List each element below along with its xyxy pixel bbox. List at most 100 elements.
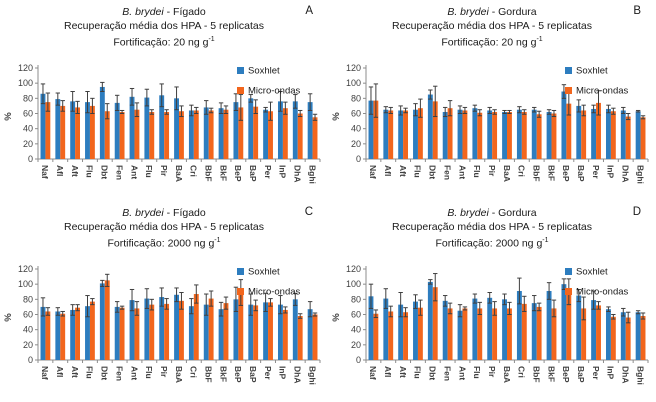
x-category-label: BaA — [502, 366, 512, 383]
x-category-label: DhA — [293, 366, 303, 383]
y-tick-label: 40 — [23, 123, 33, 133]
bar-micro_ondas — [507, 307, 512, 360]
bar-soxhlet — [263, 301, 269, 360]
x-category-label: Flu — [472, 366, 482, 379]
x-category-label: Flu — [413, 165, 423, 178]
y-axis-label: % — [3, 111, 14, 120]
bar-soxhlet — [159, 296, 165, 360]
legend-label-soxhlet: Soxhlet — [576, 65, 608, 76]
bar-micro_ondas — [462, 109, 468, 159]
x-category-label: Naf — [368, 165, 378, 179]
bar-micro_ondas — [312, 116, 318, 159]
x-category-label: InP — [606, 165, 616, 179]
bar-micro_ondas — [104, 110, 110, 159]
bar-micro_ondas — [89, 105, 95, 159]
bar-micro_ondas — [566, 291, 572, 360]
x-category-label: Dbt — [100, 165, 110, 179]
bar-soxhlet — [144, 298, 150, 360]
y-tick-label: 120 — [346, 63, 361, 73]
x-category-label: Fen — [114, 165, 124, 180]
x-category-label: BaA — [174, 366, 184, 383]
bar-micro_ondas — [282, 309, 288, 360]
x-category-label: Cri — [189, 165, 199, 177]
legend-label-micro_ondas: Micro-ondas — [248, 286, 301, 297]
bar-micro_ondas — [521, 303, 527, 360]
x-category-label: Fen — [114, 366, 124, 381]
tissue-title: - Fígado — [163, 6, 206, 18]
bar-soxhlet — [277, 304, 283, 360]
bar-soxhlet — [442, 300, 448, 360]
x-category-label: BeP — [561, 165, 571, 182]
y-axis-label: % — [331, 312, 342, 321]
x-category-label: BkF — [218, 366, 228, 382]
legend-swatch-soxhlet — [237, 267, 244, 275]
bar-micro_ondas — [75, 307, 81, 360]
x-category-label: BkF — [546, 165, 556, 181]
x-category-label: BbF — [531, 366, 541, 383]
bar-soxhlet — [635, 110, 641, 159]
fortification-label: Fortificação: 20 ng g-1 — [328, 33, 656, 50]
x-category-label: Flu — [85, 366, 95, 379]
fortification-superscript: -1 — [208, 36, 215, 43]
y-tick-label: 120 — [18, 264, 33, 274]
x-category-label: Fen — [442, 366, 452, 381]
y-tick-label: 40 — [351, 324, 361, 334]
panel-letter: A — [305, 5, 313, 17]
x-category-label: Bghi — [635, 366, 645, 385]
y-axis-label: % — [331, 111, 342, 120]
chart-titles: B. brydei - Fígado Recuperação média dos… — [0, 201, 328, 251]
x-category-label: InP — [278, 165, 288, 179]
bar-soxhlet — [398, 109, 404, 159]
y-axis-label: % — [3, 312, 14, 321]
bar-soxhlet — [203, 106, 209, 159]
panel-letter: C — [304, 206, 313, 218]
bar-micro_ondas — [403, 109, 409, 159]
x-category-label: BeP — [233, 165, 243, 182]
chart-subtitle: Recuperação média dos HPA - 5 replicatas — [392, 221, 592, 233]
y-tick-label: 20 — [23, 138, 33, 148]
bar-soxhlet — [472, 298, 478, 360]
fortification-label: Fortificação: 2000 ng g-1 — [328, 234, 656, 251]
bar-soxhlet — [472, 107, 478, 159]
bar-soxhlet — [144, 97, 150, 159]
chart-panel-c: B. brydei - Fígado Recuperação média dos… — [0, 201, 328, 402]
x-category-label: BkF — [218, 165, 228, 181]
bar-micro_ondas — [477, 307, 483, 360]
bar-micro_ondas — [596, 102, 601, 159]
bar-micro_ondas — [45, 101, 51, 159]
bar-micro_ondas — [492, 307, 498, 360]
x-category-label: DhA — [293, 165, 303, 182]
y-tick-label: 60 — [23, 108, 33, 118]
bar-soxhlet — [248, 304, 254, 360]
x-category-label: Naf — [368, 366, 378, 380]
chart-title: B. brydei - Gordura — [328, 5, 656, 19]
bar-soxhlet — [576, 295, 582, 360]
y-tick-label: 20 — [23, 339, 33, 349]
bar-micro_ondas — [417, 107, 423, 159]
bar-micro_ondas — [566, 103, 572, 159]
bar-micro_ondas — [223, 109, 229, 159]
bar-soxhlet — [218, 308, 224, 360]
legend-label-soxhlet: Soxhlet — [248, 65, 280, 76]
x-category-label: Ant — [129, 366, 139, 380]
bar-micro_ondas — [104, 279, 110, 360]
bar-soxhlet — [413, 109, 418, 159]
bar-soxhlet — [114, 102, 120, 159]
bar-micro_ondas — [536, 306, 542, 360]
fortification-text: Fortificação: 20 ng g — [113, 36, 209, 49]
legend-swatch-micro_ondas — [237, 287, 244, 295]
legend-label-micro_ondas: Micro-ondas — [576, 85, 629, 96]
bar-micro_ondas — [417, 307, 423, 360]
x-category-label: Afl — [55, 366, 65, 377]
bar-soxhlet — [383, 298, 389, 360]
bar-soxhlet — [174, 97, 179, 159]
legend-swatch-soxhlet — [565, 66, 572, 74]
species-title: B. brydei — [122, 6, 164, 18]
bar-soxhlet — [531, 302, 537, 360]
x-category-label: BaA — [502, 165, 512, 182]
y-tick-label: 0 — [28, 355, 33, 365]
bar-soxhlet — [487, 109, 493, 159]
bar-soxhlet — [218, 107, 224, 159]
x-category-label: Aft — [398, 366, 408, 378]
tissue-title: - Gordura — [488, 6, 537, 18]
